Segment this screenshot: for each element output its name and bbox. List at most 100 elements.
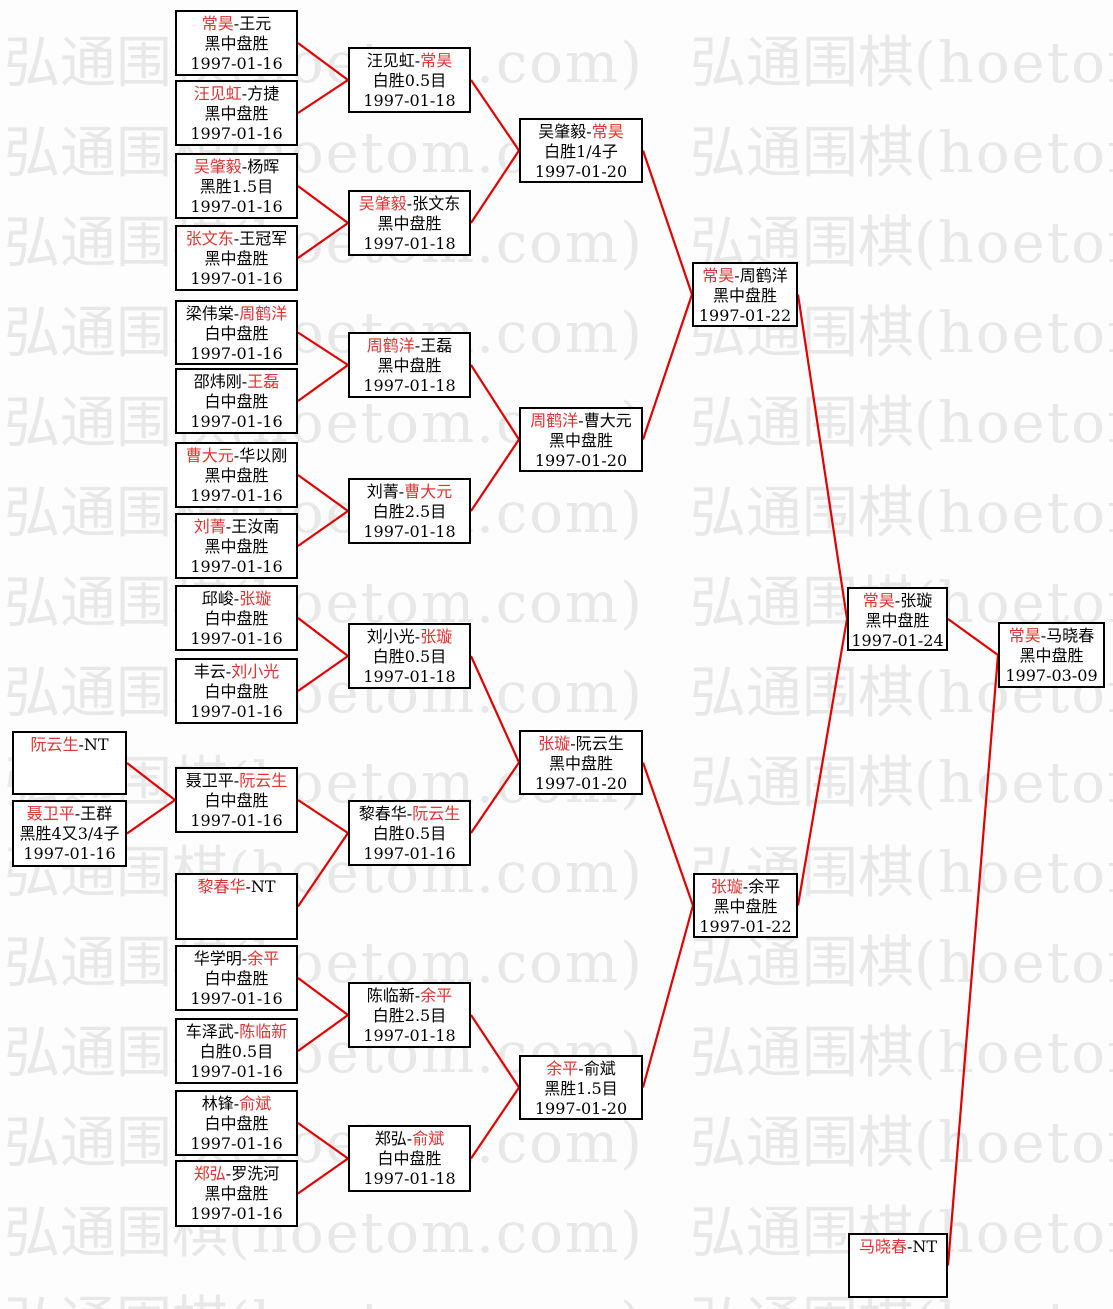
match-result: 黑中盘胜 <box>204 249 269 268</box>
match-box: 刘菁-王汝南 黑中盘胜 1997-01-16 <box>175 513 298 579</box>
bracket-line <box>297 331 349 366</box>
match-players: 吴肇毅-常昊 <box>521 122 641 142</box>
match-box: 张璇-余平 黑中盘胜 1997-01-22 <box>693 873 798 938</box>
match-box: 车泽武-陈临新 白胜0.5目 1997-01-16 <box>175 1018 298 1084</box>
match-result: 黑中盘胜 <box>204 466 269 485</box>
bracket-line <box>297 799 349 834</box>
bracket-line <box>641 294 694 440</box>
match-result: 黑中盘胜 <box>713 897 778 916</box>
player-name: -俞斌 <box>578 1059 616 1078</box>
match-box: 郑弘-罗洗河 黑中盘胜 1997-01-16 <box>175 1160 298 1227</box>
bracket-line <box>297 977 349 1016</box>
match-box: 黎春华-NT <box>175 873 298 940</box>
match-result: 白中盘胜 <box>204 969 269 988</box>
player-name: -马晓春 <box>1040 626 1095 645</box>
bracket-line <box>297 185 349 224</box>
winner-name: 张璇 <box>710 877 743 896</box>
bracket-line <box>297 79 349 114</box>
match-date: 1997-01-16 <box>190 811 283 830</box>
match-result: 黑中盘胜 <box>204 104 269 123</box>
match-box: 刘菁-曹大元 白胜2.5目 1997-01-18 <box>348 478 471 544</box>
match-players: 常昊-马晓春 <box>1000 626 1103 646</box>
match-result: 白胜2.5目 <box>372 502 447 521</box>
match-players: 常昊-周鹤洋 <box>694 266 796 286</box>
match-box: 周鹤洋-王磊 黑中盘胜 1997-01-18 <box>348 332 471 398</box>
player-name: -曹大元 <box>578 411 632 430</box>
bracket-line <box>126 799 176 835</box>
match-date: 1997-01-16 <box>190 197 283 216</box>
winner-name: 余平 <box>420 986 453 1005</box>
match-box: 吴肇毅-张文东 黑中盘胜 1997-01-18 <box>348 190 471 256</box>
match-players: 陈临新-余平 <box>350 986 469 1006</box>
bracket-line <box>297 1014 349 1052</box>
match-date: 1997-01-20 <box>534 774 628 793</box>
match-players: 刘菁-曹大元 <box>350 482 469 502</box>
bracket-line <box>297 832 349 908</box>
match-box: 常昊-王元 黑中盘胜 1997-01-16 <box>175 10 298 76</box>
match-players: 马晓春-NT <box>850 1237 946 1257</box>
match-players: 汪见虹-方捷 <box>177 84 296 104</box>
bracket-line <box>297 222 349 259</box>
match-box: 吴肇毅-杨晖 黑胜1.5目 1997-01-16 <box>175 153 298 219</box>
match-box: 聂卫平-王群 黑胜4又3/4子 1997-01-16 <box>12 800 127 867</box>
winner-name: 汪见虹 <box>193 84 242 103</box>
match-result <box>850 1257 946 1277</box>
bracket-line <box>947 618 999 656</box>
player-name: -NT <box>78 735 109 754</box>
match-players: 周鹤洋-王磊 <box>350 336 469 356</box>
match-players: 余平-俞斌 <box>521 1059 641 1079</box>
bracket-line <box>297 1157 349 1195</box>
match-box: 丰云-刘小光 白中盘胜 1997-01-16 <box>175 658 298 724</box>
winner-name: 常昊 <box>1008 626 1041 645</box>
match-date: 1997-01-18 <box>363 1169 456 1188</box>
player-name: -罗洗河 <box>225 1164 280 1183</box>
match-players: 邵炜刚-王磊 <box>177 372 296 392</box>
match-date: 1997-01-18 <box>363 376 456 395</box>
match-result: 白中盘胜 <box>204 392 269 411</box>
winner-name: 阮云生 <box>239 771 288 790</box>
match-date: 1997-01-22 <box>699 917 792 936</box>
match-box: 邱峻-张璇 白中盘胜 1997-01-16 <box>175 585 298 651</box>
winner-name: 常昊 <box>201 14 234 33</box>
match-date: 1997-01-20 <box>534 1099 628 1118</box>
match-players: 郑弘-俞斌 <box>350 1129 469 1149</box>
match-date: 1997-01-20 <box>534 162 628 181</box>
winner-name: 刘小光 <box>231 662 280 681</box>
winner-name: 张璇 <box>239 589 272 608</box>
player-name: -王元 <box>233 14 272 33</box>
bracket-line <box>470 79 520 152</box>
winner-name: 曹大元 <box>185 446 234 465</box>
player-name: 梁伟棠- <box>185 304 240 323</box>
winner-name: 聂卫平 <box>26 804 75 823</box>
match-date <box>14 775 125 793</box>
match-date: 1997-01-16 <box>190 54 283 73</box>
winner-name: 马晓春 <box>858 1237 907 1256</box>
player-name: 吴肇毅- <box>538 122 592 141</box>
match-box: 陈临新-余平 白胜2.5目 1997-01-18 <box>348 982 471 1048</box>
player-name: 林锋- <box>201 1094 240 1113</box>
match-date: 1997-01-18 <box>363 667 456 686</box>
player-name: 丰云- <box>193 662 232 681</box>
player-name: 黎春华- <box>358 804 413 823</box>
player-name: 华学明- <box>193 949 248 968</box>
bracket-line <box>470 149 520 224</box>
match-players: 张文东-王冠军 <box>177 229 296 249</box>
match-date: 1997-01-18 <box>363 522 456 541</box>
match-result: 黑胜1.5目 <box>544 1079 618 1098</box>
player-name: 聂卫平- <box>185 771 240 790</box>
match-result: 黑中盘胜 <box>204 537 269 556</box>
winner-name: 常昊 <box>702 266 735 285</box>
match-box: 林锋-俞斌 白中盘胜 1997-01-16 <box>175 1090 298 1156</box>
match-players: 刘菁-王汝南 <box>177 517 296 537</box>
match-date: 1997-01-16 <box>190 486 283 505</box>
match-players: 常昊-王元 <box>177 14 296 34</box>
winner-name: 周鹤洋 <box>366 336 415 355</box>
match-result: 白中盘胜 <box>204 682 269 701</box>
match-box: 阮云生-NT <box>12 731 127 795</box>
match-players: 张璇-余平 <box>695 877 796 897</box>
match-players: 张璇-阮云生 <box>521 734 641 754</box>
match-result: 黑中盘胜 <box>377 214 442 233</box>
match-result: 黑胜1.5目 <box>199 177 274 196</box>
match-players: 汪见虹-常昊 <box>350 51 469 71</box>
